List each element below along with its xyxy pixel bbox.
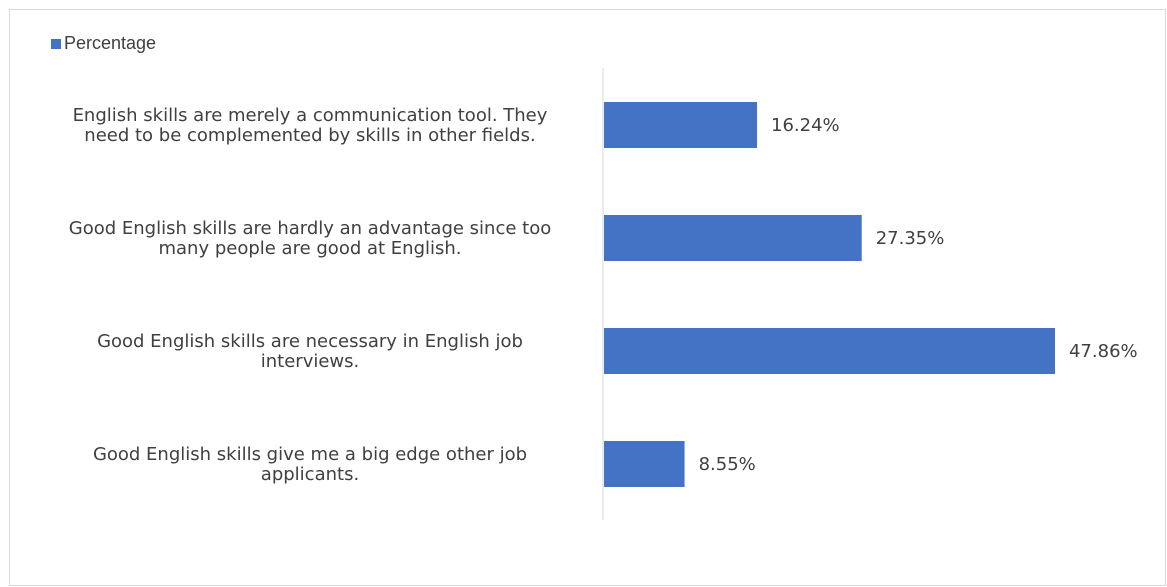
legend-label: Percentage (64, 33, 157, 53)
bar-4 (604, 441, 685, 487)
bar-1 (604, 102, 758, 148)
category-label-4: Good English skills give me a big edge o… (93, 444, 527, 485)
chart-frame (9, 9, 1166, 586)
bar-3 (604, 328, 1055, 374)
data-label-3: 47.86% (1069, 341, 1138, 362)
legend: Percentage (51, 33, 156, 54)
legend-swatch (51, 38, 61, 49)
bar-2 (604, 215, 862, 261)
data-label-4: 8.55% (699, 454, 756, 475)
category-label-1: English skills are merely a communicatio… (73, 105, 548, 146)
data-label-1: 16.24% (771, 115, 840, 136)
data-label-2: 27.35% (876, 228, 945, 249)
category-label-2: Good English skills are hardly an advant… (69, 218, 551, 259)
category-label-3: Good English skills are necessary in Eng… (97, 331, 523, 372)
